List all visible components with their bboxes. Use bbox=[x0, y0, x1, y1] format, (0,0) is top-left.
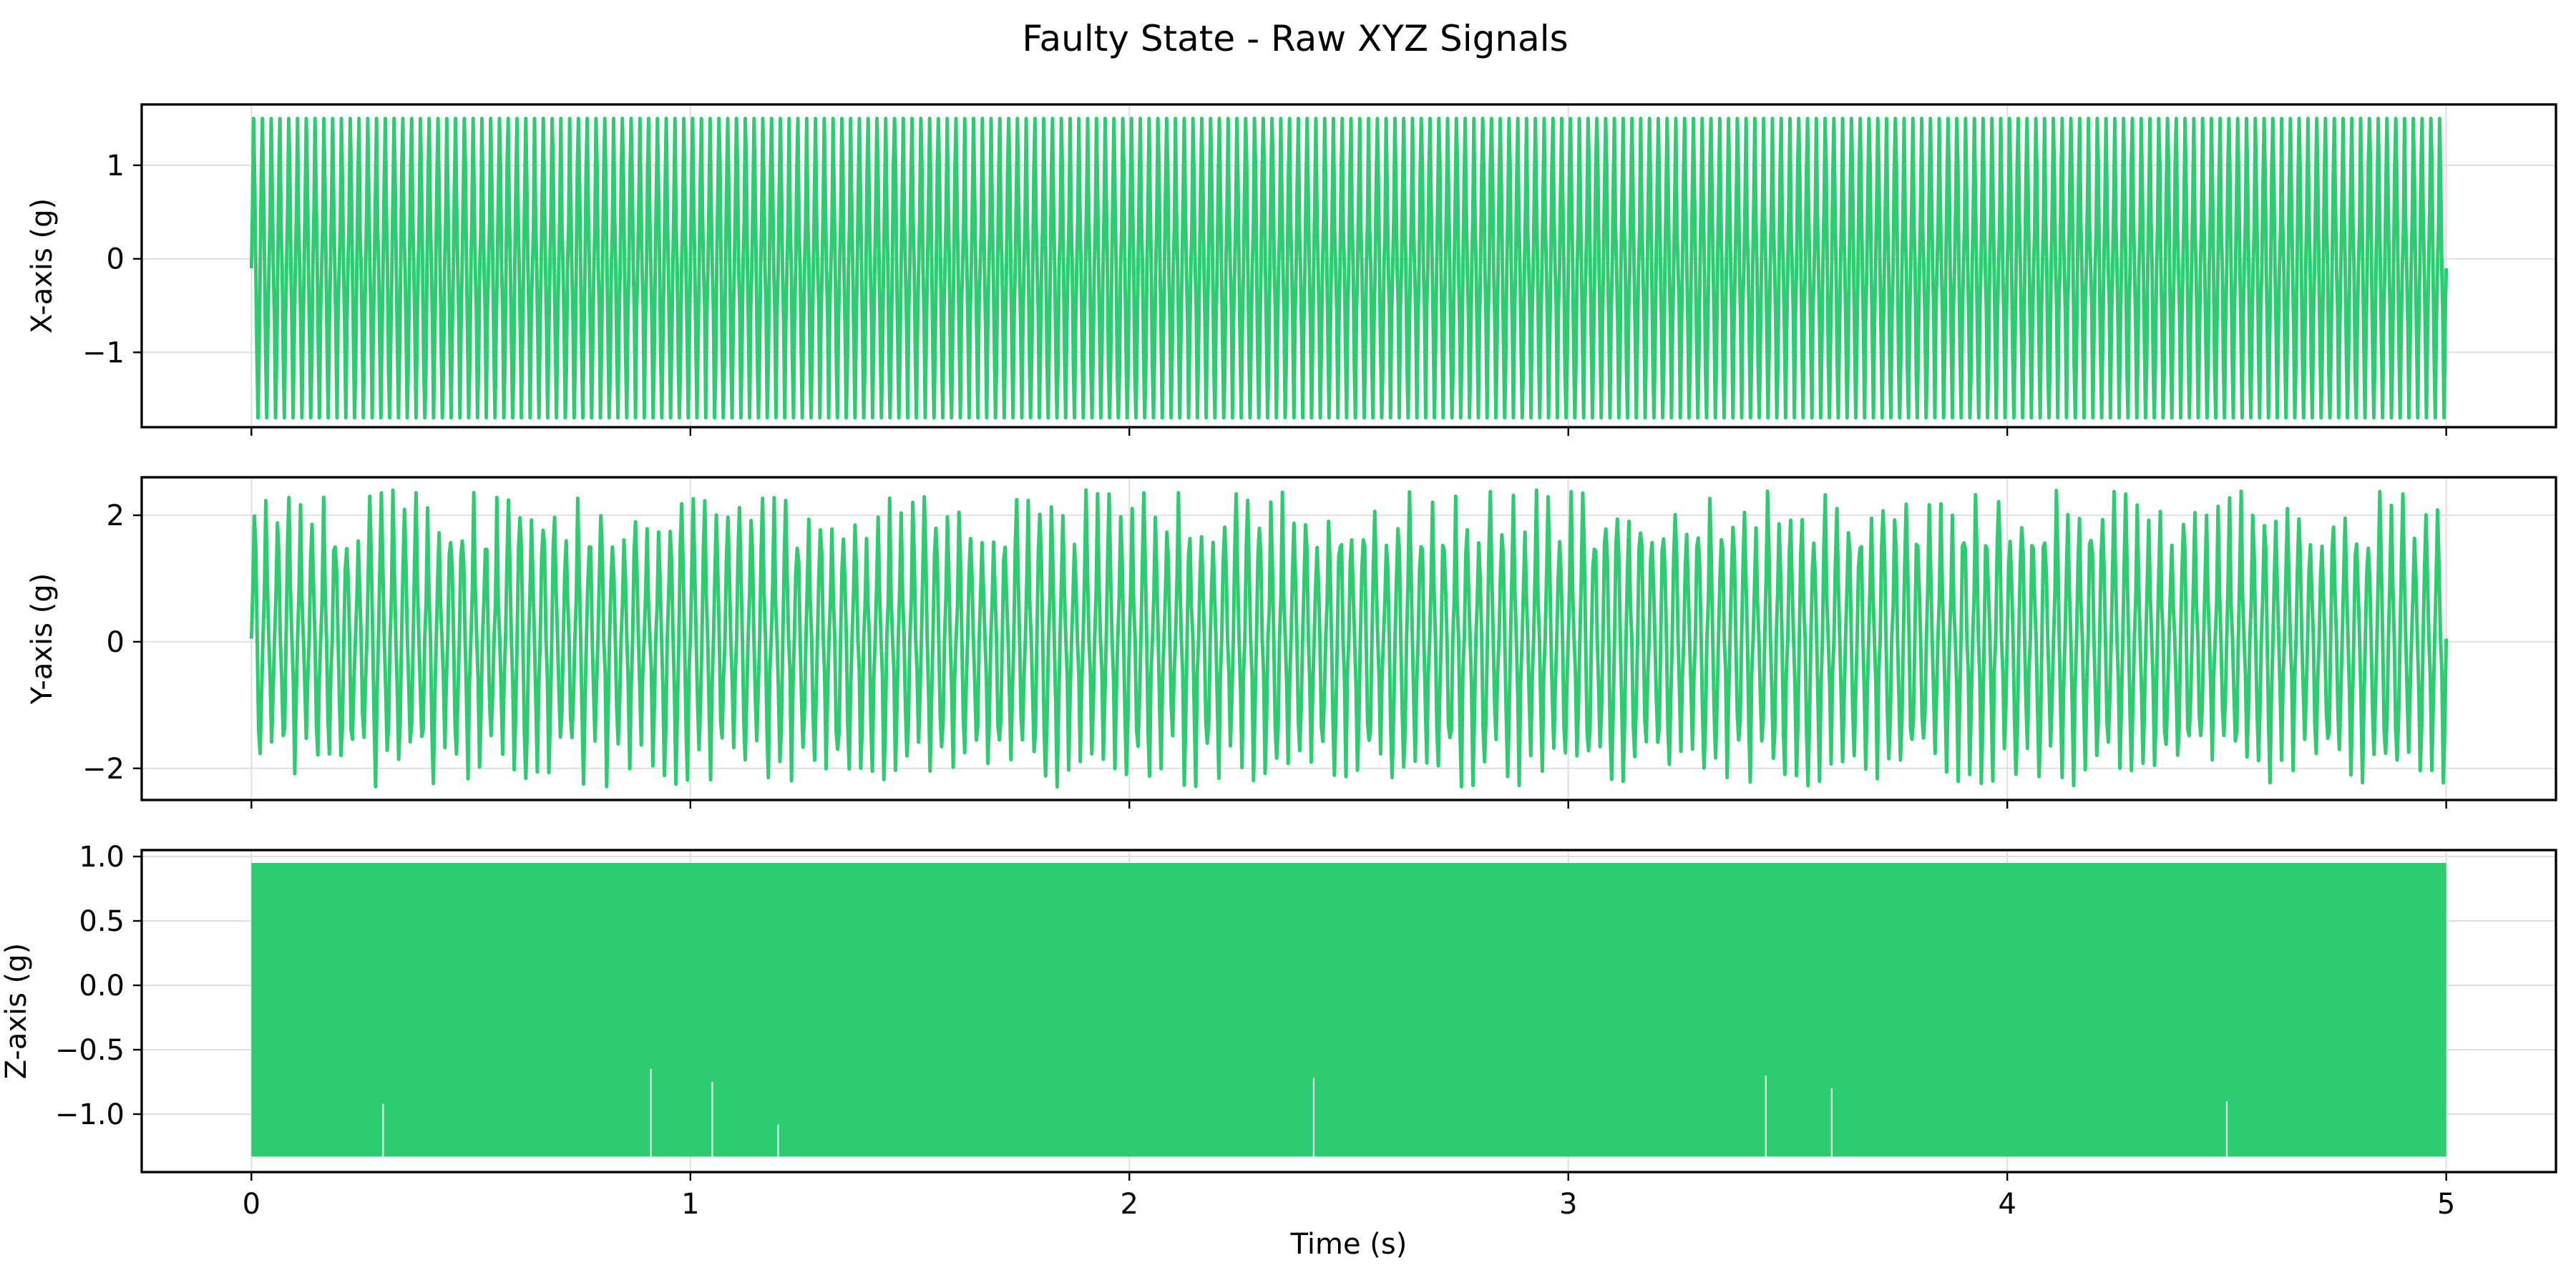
y-axis-label-y: Y-axis (g) bbox=[26, 573, 59, 706]
y-axis-label-x: X-axis (g) bbox=[26, 198, 59, 333]
axes-frame-z bbox=[140, 849, 2557, 1174]
signal-y-line bbox=[249, 488, 2449, 789]
signal-z-band bbox=[251, 863, 2446, 1157]
panel-z: 0 1 2 3 4 5 −1.0 −0.5 0.0 0.5 1.0 Z-axis (g) Time (s… bbox=[0, 841, 2557, 1261]
x-tick-label-2: 2 bbox=[1121, 1188, 1138, 1221]
figure-title: Faulty State - Raw XYZ Signals bbox=[1022, 18, 1568, 59]
x-tick-label-1: 1 bbox=[681, 1188, 699, 1221]
axes-frame-x bbox=[140, 103, 2557, 429]
y-tick-label-2: 1 bbox=[107, 150, 125, 182]
panel-y: −2 0 2 Y-axis (g) bbox=[26, 476, 2557, 809]
y-tick-label-3: 0.5 bbox=[79, 905, 125, 938]
x-tick-label-4: 4 bbox=[1998, 1188, 2016, 1221]
panel-x: −1 0 1 X-axis (g) bbox=[26, 103, 2557, 436]
x-tick-label-3: 3 bbox=[1559, 1188, 1577, 1221]
x-axis-label: Time (s) bbox=[1290, 1228, 1407, 1261]
y-tick-label-1: −0.5 bbox=[55, 1034, 125, 1067]
y-tick-label-4: 1.0 bbox=[79, 841, 125, 874]
subplots: −1 0 1 X-axis (g) −2 0 2 Y-axis (g) 0 1 2 3 4 5 −1.0 −0… bbox=[0, 103, 2557, 1261]
y-axis-label-z: Z-axis (g) bbox=[0, 943, 33, 1080]
y-tick-label-0: −1.0 bbox=[55, 1098, 125, 1131]
x-tick-label-0: 0 bbox=[243, 1188, 260, 1221]
y-tick-label-2: 2 bbox=[107, 499, 125, 532]
x-tick-label-5: 5 bbox=[2437, 1188, 2455, 1221]
y-tick-label-0: −1 bbox=[82, 336, 125, 369]
axes-frame-y bbox=[140, 476, 2557, 801]
y-tick-label-0: −2 bbox=[82, 753, 125, 786]
y-tick-label-1: 0 bbox=[107, 626, 125, 659]
y-tick-label-1: 0 bbox=[107, 243, 125, 276]
y-tick-label-2: 0.0 bbox=[79, 970, 125, 1002]
signal-x-line bbox=[249, 117, 2449, 420]
